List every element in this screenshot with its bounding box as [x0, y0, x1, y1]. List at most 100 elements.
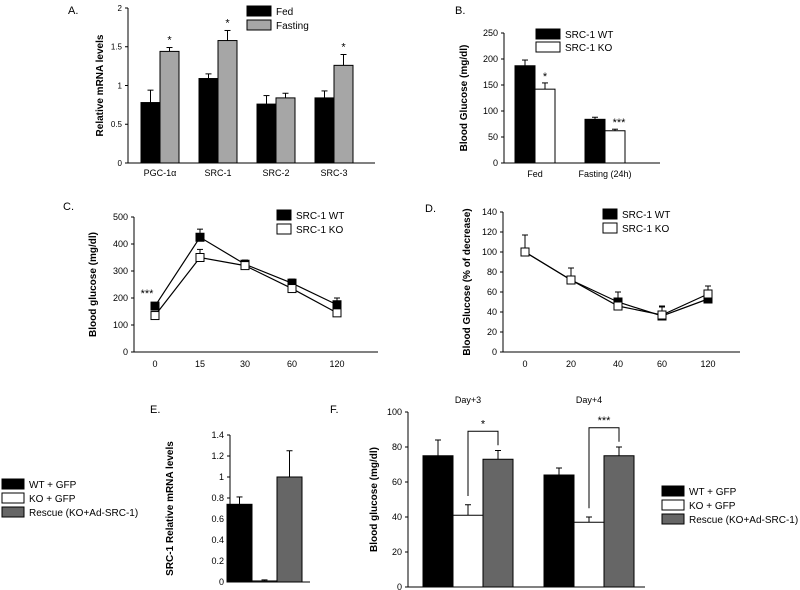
x-tick-label: SRC-1: [204, 168, 231, 178]
data-point: [332, 308, 342, 318]
panel-d: D. 0 20 40 60 80 100 120 140 Blood Glucose (% of …: [425, 203, 740, 369]
bar: [573, 521, 605, 588]
x-tick-label: 60: [657, 359, 667, 369]
data-point: [566, 275, 576, 285]
legend-swatch: [602, 208, 618, 220]
panel-label: A.: [68, 5, 78, 17]
series-line: [154, 236, 338, 307]
y-tick-label: 60: [392, 477, 402, 487]
panel-e: E. 0 0.2 0.4 0.6 0.8 1 1.2 1.4 SRC-1 Relative mRN…: [1, 404, 310, 587]
significance-marker: ***: [613, 117, 627, 129]
legend-label: SRC-1 KO: [622, 224, 669, 235]
panel-c: C. 0 100 200 300 400 500 Blood glucose (mg/dl) 0…: [63, 201, 378, 369]
significance-bracket: [588, 427, 620, 509]
y-tick-label: 0.6: [211, 514, 224, 524]
y-tick-label: 0: [493, 158, 498, 168]
bar: [276, 476, 303, 583]
bar: [604, 130, 626, 164]
y-tick-label: 0: [397, 582, 402, 590]
bar: [140, 102, 161, 164]
y-tick-label: 100: [483, 106, 498, 116]
panel-f: F. 0 20 40 60 80 100 Blood glucose (mg/dl) Day+3…: [330, 395, 798, 590]
bar: [603, 455, 635, 588]
legend-label: SRC-1 WT: [622, 210, 670, 221]
significance-marker: ***: [598, 415, 612, 427]
y-tick-label: 1: [219, 472, 224, 482]
bar: [422, 455, 454, 588]
legend-label: KO + GFP: [689, 501, 736, 512]
legend-label: SRC-1 KO: [565, 43, 612, 54]
x-tick-label: SRC-2: [262, 168, 289, 178]
y-tick-label: 250: [483, 28, 498, 38]
data-point: [287, 284, 297, 294]
bar: [514, 65, 536, 164]
y-tick-label: 0: [118, 159, 123, 168]
y-tick-label: 0.5: [111, 120, 123, 129]
y-tick-label: 100: [387, 407, 402, 417]
legend-swatch: [602, 222, 618, 234]
panel-label: E.: [150, 404, 160, 416]
panel-label: C.: [63, 201, 74, 213]
y-tick-label: 400: [113, 239, 128, 249]
x-tick-label: 30: [240, 359, 250, 369]
y-tick-label: 60: [487, 287, 497, 297]
x-tick-label: 0: [152, 359, 157, 369]
bar: [482, 458, 514, 588]
data-point: [240, 261, 250, 271]
y-tick-label: 80: [487, 267, 497, 277]
y-tick-label: 0: [492, 347, 497, 357]
legend-label: Rescue (KO+Ad-SRC-1): [29, 508, 138, 519]
panel-a: A. 0 0.5 1 1.5 2 Relative mRNA levels PGC-1α SRC…: [68, 4, 375, 178]
legend-label: WT + GFP: [689, 487, 737, 498]
y-tick-label: 120: [482, 227, 497, 237]
y-tick-label: 2: [118, 4, 123, 13]
significance-marker: *: [225, 17, 230, 29]
bar: [314, 97, 335, 164]
bar: [452, 514, 484, 588]
significance-marker: *: [341, 42, 346, 54]
panel-label: D.: [425, 203, 436, 215]
bar: [333, 64, 354, 164]
y-tick-label: 0.8: [211, 493, 224, 503]
y-tick-label: 40: [487, 307, 497, 317]
bar: [198, 78, 219, 164]
y-tick-label: 20: [487, 327, 497, 337]
bar: [251, 580, 278, 583]
y-tick-label: 200: [483, 54, 498, 64]
legend-swatch: [1, 492, 25, 504]
legend-swatch: [661, 499, 685, 511]
group-label: Day+3: [455, 395, 481, 405]
legend-label: Fasting: [276, 21, 309, 32]
legend-swatch: [1, 478, 25, 490]
data-point: [332, 300, 342, 310]
group-label: Day+4: [576, 395, 602, 405]
y-tick-label: 1.5: [111, 43, 123, 52]
x-tick-label: 0: [522, 359, 527, 369]
legend-swatch: [276, 223, 292, 235]
y-tick-label: 300: [113, 266, 128, 276]
series: [150, 248, 342, 321]
legend-swatch: [661, 513, 685, 525]
data-point: [703, 289, 713, 299]
x-tick-label: 40: [613, 359, 623, 369]
x-tick-label: Fed: [527, 169, 543, 179]
bar: [543, 474, 575, 588]
legend-label: WT + GFP: [29, 480, 77, 491]
y-axis-label: Relative mRNA levels: [95, 34, 106, 136]
bar: [256, 103, 277, 164]
panel-label: F.: [330, 404, 339, 416]
data-point: [150, 311, 160, 321]
panel-b: B. 0 50 100 150 200 250 Blood Glucose (mg/dl) Fe…: [455, 5, 660, 179]
bar: [159, 50, 180, 164]
bar: [584, 118, 606, 164]
legend-label: KO + GFP: [29, 494, 76, 505]
data-point: [657, 310, 667, 320]
y-axis-label: Blood glucose (mg/dl): [369, 447, 380, 552]
legend-label: SRC-1 WT: [296, 211, 344, 222]
bar: [226, 503, 253, 583]
y-tick-label: 0.4: [211, 535, 224, 545]
x-tick-label: 120: [700, 359, 715, 369]
y-tick-label: 20: [392, 547, 402, 557]
x-tick-label: 20: [566, 359, 576, 369]
y-tick-label: 40: [392, 512, 402, 522]
